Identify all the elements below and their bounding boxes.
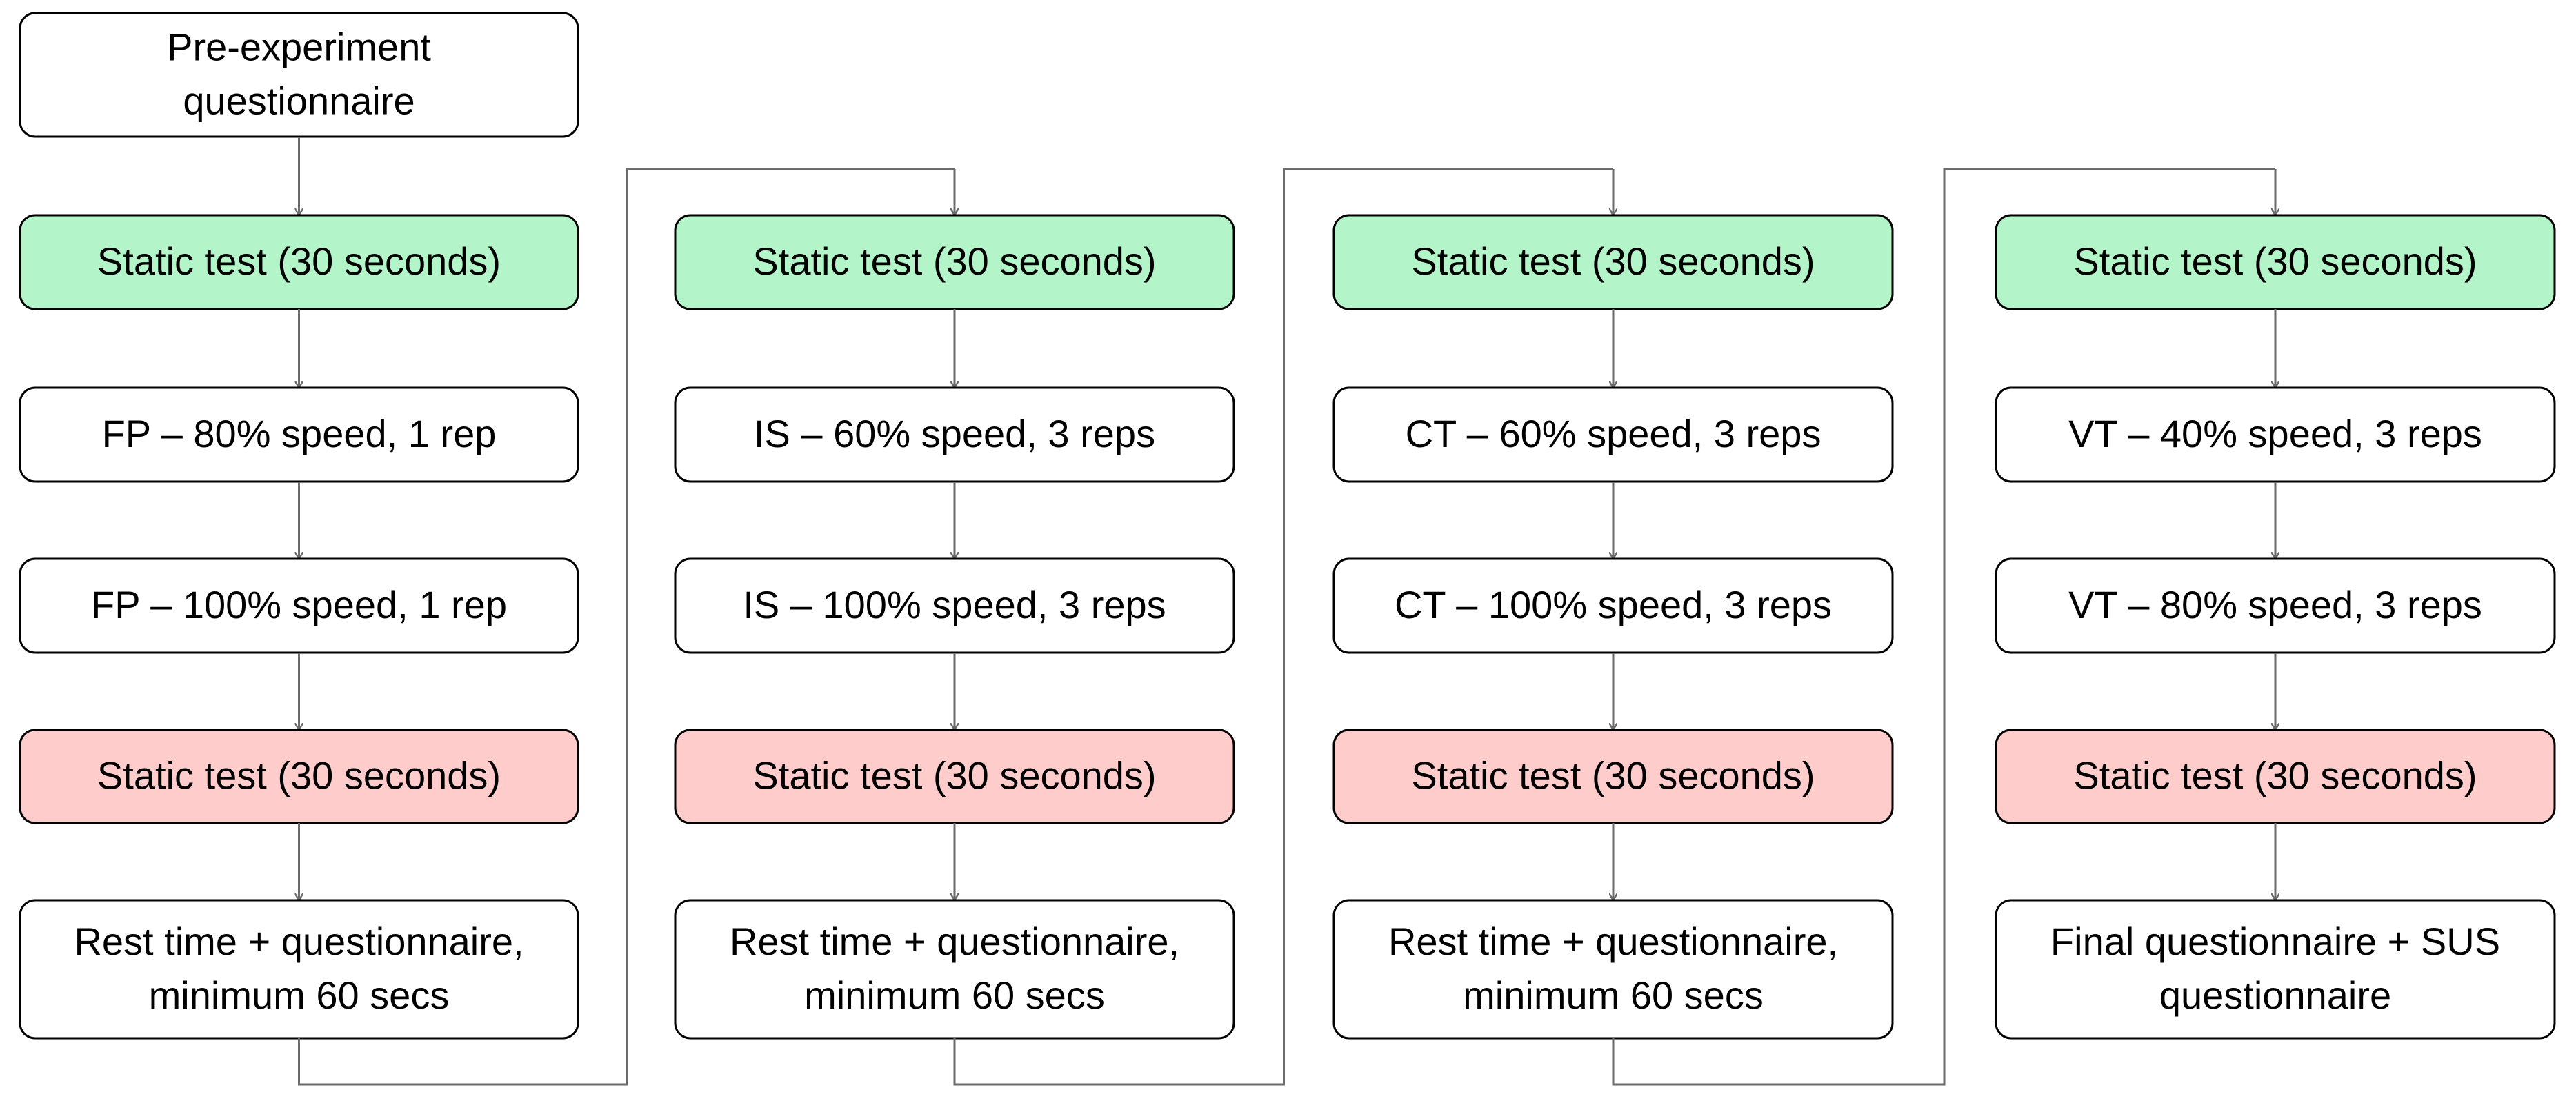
step-label: minimum 60 secs [1463,973,1764,1017]
step-label: Static test (30 seconds) [97,753,501,797]
step-label: questionnaire [183,79,415,122]
step-label: Static test (30 seconds) [1411,753,1815,797]
step-label: VT – 80% speed, 3 reps [2068,583,2482,626]
step-label: FP – 80% speed, 1 rep [102,412,497,455]
step-label: Static test (30 seconds) [97,239,501,283]
step-label: Rest time + questionnaire, [730,920,1179,963]
step-box [1995,899,2556,1040]
step-label: CT – 60% speed, 3 reps [1406,412,1821,455]
step-label: questionnaire [2159,973,2391,1017]
step-label: CT – 100% speed, 3 reps [1395,583,1832,626]
step-label: minimum 60 secs [804,973,1105,1017]
step-label: FP – 100% speed, 1 rep [91,583,507,626]
connector [1612,168,2275,1086]
step-label: VT – 40% speed, 3 reps [2068,412,2482,455]
step-label: Final questionnaire + SUS [2050,920,2500,963]
connector [953,168,1613,1086]
step-label: IS – 60% speed, 3 reps [754,412,1155,455]
step-label: IS – 100% speed, 3 reps [743,583,1166,626]
step-label: Pre-experiment [167,25,431,68]
step-label: Rest time + questionnaire, [74,920,523,963]
step-label: minimum 60 secs [149,973,450,1017]
step-label: Static test (30 seconds) [1411,239,1815,283]
step-label: Static test (30 seconds) [752,753,1156,797]
step-label: Rest time + questionnaire, [1388,920,1838,963]
step-label: Static test (30 seconds) [752,239,1156,283]
step-label: Static test (30 seconds) [2073,239,2477,283]
step-label: Static test (30 seconds) [2073,753,2477,797]
connector [298,168,955,1086]
